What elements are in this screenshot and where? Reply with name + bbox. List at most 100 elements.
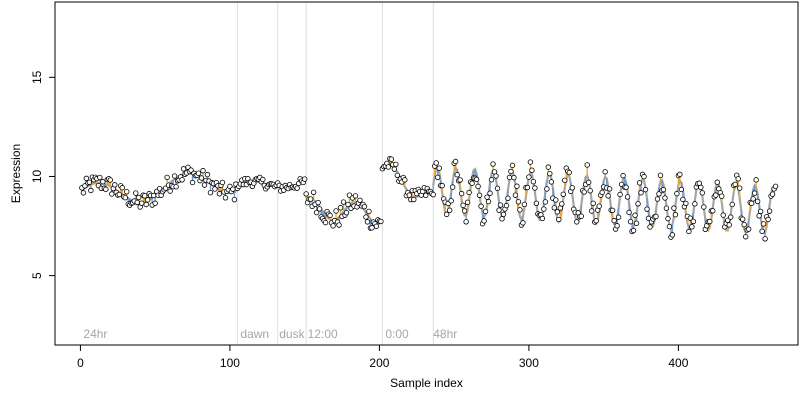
data-point [741, 222, 747, 228]
data-point [201, 182, 208, 188]
data-point [677, 171, 683, 178]
x-tick-label-0: 0 [77, 356, 84, 370]
data-point [654, 196, 661, 202]
data-point [656, 191, 662, 197]
data-point [373, 223, 380, 229]
data-point [602, 169, 608, 175]
data-point [690, 218, 697, 225]
data-point [524, 184, 531, 191]
y-tick-label-1: 10 [30, 169, 44, 183]
data-point [533, 200, 540, 207]
data-point [615, 214, 622, 220]
data-point [596, 203, 602, 209]
data-point [506, 174, 513, 181]
data-point [494, 185, 501, 192]
data-point [756, 213, 762, 219]
data-point [100, 179, 106, 185]
x-tick-label-4: 400 [668, 356, 688, 370]
data-point [366, 208, 372, 215]
data-point [644, 206, 650, 212]
data-point [511, 174, 517, 181]
data-point [653, 213, 659, 220]
data-point [586, 179, 592, 186]
data-point [322, 219, 329, 226]
data-point [605, 193, 611, 199]
data-point [469, 180, 475, 186]
data-point [623, 184, 629, 190]
data-point [260, 176, 266, 183]
data-point [482, 208, 489, 215]
data-point [179, 177, 185, 183]
data-point [544, 186, 550, 192]
data-point [378, 218, 384, 225]
data-point [496, 207, 502, 213]
data-point [107, 177, 114, 183]
annotation-2: dusk [279, 327, 305, 341]
data-point [578, 213, 584, 219]
data-point [772, 183, 779, 190]
data-point [751, 190, 758, 196]
data-point [464, 199, 471, 206]
data-point [343, 210, 350, 216]
data-point [497, 202, 504, 208]
data-point [345, 201, 351, 208]
data-point [171, 173, 178, 179]
data-point [173, 184, 179, 190]
data-point [539, 215, 546, 222]
annotation-1: dawn [240, 327, 269, 341]
x-tick-label-3: 300 [519, 356, 539, 370]
data-point [548, 179, 555, 185]
data-point [713, 192, 719, 198]
data-point [512, 192, 519, 198]
data-point [635, 201, 641, 207]
data-point [103, 186, 109, 192]
data-point [433, 160, 439, 166]
data-point [641, 173, 647, 180]
data-point [762, 236, 768, 242]
data-point [86, 179, 93, 185]
data-point [327, 212, 333, 219]
data-point [692, 201, 698, 207]
data-point [488, 177, 495, 183]
data-point [195, 170, 202, 176]
annotations: 24hr dawn dusk 12:00 0:00 48hr [83, 327, 457, 341]
data-point [88, 187, 94, 194]
data-point [742, 234, 749, 240]
data-point [729, 201, 735, 208]
data-point [219, 179, 226, 186]
data-point [443, 211, 450, 218]
data-point [710, 208, 716, 214]
data-point [636, 180, 643, 186]
data-point [391, 166, 398, 172]
data-point [352, 193, 359, 199]
data-point [698, 184, 704, 191]
data-point [560, 191, 566, 197]
data-point [725, 217, 731, 223]
data-point [490, 161, 496, 167]
data-point [476, 192, 483, 198]
data-point [753, 177, 759, 183]
data-point [745, 226, 752, 232]
data-point [739, 216, 746, 222]
data-point [554, 209, 561, 215]
data-point [340, 199, 347, 205]
data-point [759, 228, 765, 235]
data-point [720, 212, 726, 218]
data-point [485, 198, 492, 205]
data-point [188, 167, 194, 173]
data-point [754, 198, 761, 205]
data-point [599, 189, 605, 196]
data-point [357, 197, 363, 203]
data-point [460, 202, 466, 209]
data-point [515, 199, 522, 205]
data-point [505, 195, 511, 202]
data-point [508, 168, 514, 175]
data-point [517, 207, 523, 213]
data-point [363, 214, 369, 220]
data-point [463, 219, 469, 225]
data-point [530, 179, 537, 185]
data-point [141, 193, 148, 199]
data-point [435, 174, 441, 181]
data-point [632, 212, 638, 218]
data-point [222, 195, 229, 201]
